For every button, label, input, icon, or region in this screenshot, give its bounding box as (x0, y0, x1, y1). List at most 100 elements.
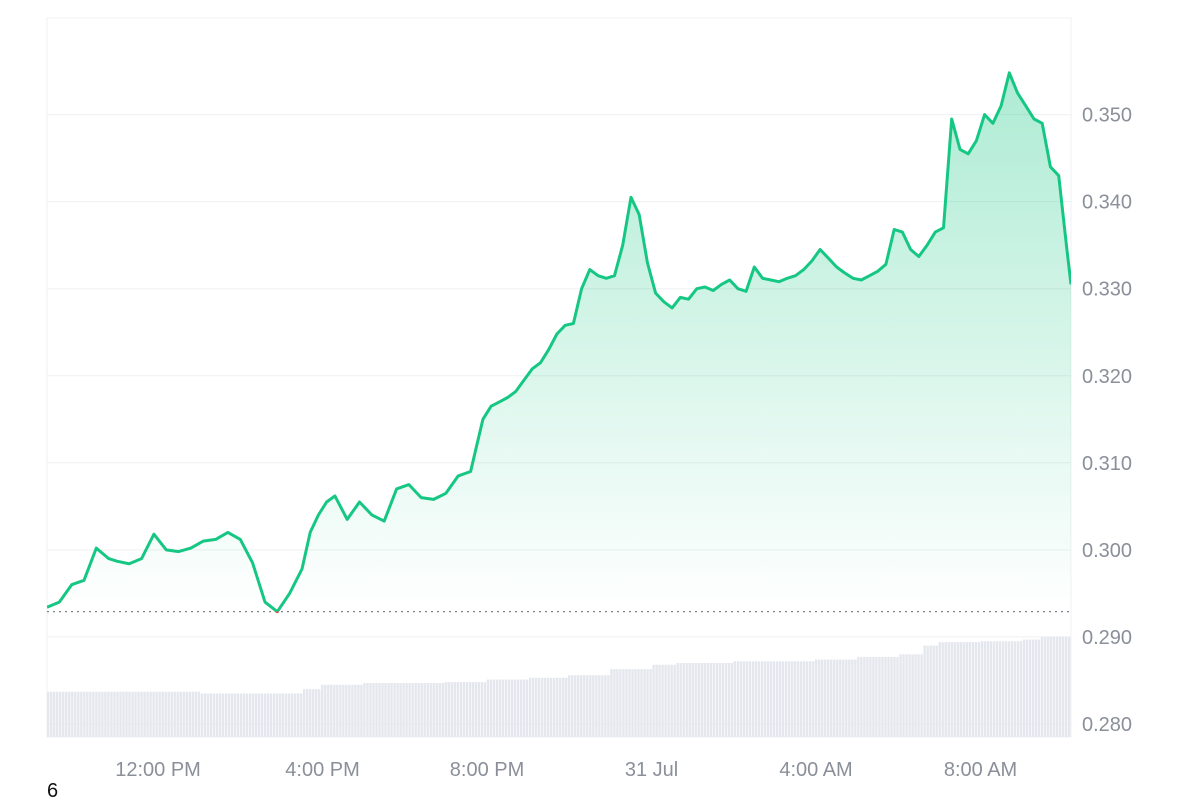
volume-bar (483, 682, 487, 737)
volume-bar (977, 642, 981, 737)
volume-bar (757, 661, 761, 737)
volume-bar (679, 663, 682, 737)
y-tick-label: 0.310 (1082, 453, 1132, 475)
volume-bar (552, 677, 556, 737)
volume-bar (775, 661, 779, 737)
volume-bar (938, 642, 941, 737)
volume-bar (185, 691, 188, 737)
volume-bar (625, 669, 628, 737)
volume-bar (824, 659, 827, 737)
volume-bar (848, 659, 851, 737)
volume-bar (534, 677, 538, 737)
volume-bar (119, 691, 122, 737)
volume-bar (815, 659, 818, 737)
volume-bar (851, 659, 854, 737)
volume-bar (965, 642, 968, 737)
volume-bar (1004, 641, 1008, 737)
volume-bar (101, 691, 104, 737)
volume-bar (664, 664, 667, 737)
volume-bar (821, 659, 824, 737)
volume-bar (354, 684, 357, 737)
volume-bar (818, 659, 821, 737)
volume-bar (546, 677, 550, 737)
volume-bar (962, 642, 965, 737)
volume-bar (378, 683, 381, 737)
volume-bar (1067, 636, 1071, 737)
volume-bar (278, 693, 282, 737)
volume-bar (799, 661, 803, 737)
volume-bar (318, 689, 321, 737)
volume-bar (206, 693, 210, 737)
volume-bar (327, 684, 330, 737)
volume-bar (495, 679, 499, 737)
volume-bar (471, 682, 475, 737)
volume-bar (245, 693, 249, 737)
volume-bar (1061, 636, 1065, 737)
volume-bar (836, 659, 839, 737)
volume-bar (315, 689, 318, 737)
volume-bar (555, 677, 559, 737)
volume-bar (182, 691, 185, 737)
price-area-fill (47, 72, 1071, 612)
volume-bar (682, 663, 685, 737)
volume-bar (152, 691, 155, 737)
volume-bar (131, 691, 134, 737)
volume-bar (1046, 636, 1050, 737)
volume-bar (781, 661, 785, 737)
volume-bar (721, 663, 725, 737)
volume-bar (583, 675, 586, 737)
volume-bar (592, 675, 595, 737)
volume-bar (902, 654, 905, 737)
volume-bar (531, 677, 535, 737)
volume-bar (884, 656, 887, 737)
volume-bar (212, 693, 216, 737)
volume-bar (459, 682, 463, 737)
volume-bar (1049, 636, 1053, 737)
volume-bar (905, 654, 908, 737)
volume-bar (116, 691, 119, 737)
volume-bar (405, 683, 408, 737)
x-axis-ticks: 12:00 PM 4:00 PM 8:00 PM 31 Jul 4:00 AM 8:00 … (115, 759, 1017, 781)
y-tick-label: 0.280 (1082, 714, 1132, 736)
volume-bar (649, 669, 652, 737)
volume-bar (986, 641, 990, 737)
volume-bar (790, 661, 794, 737)
volume-bar (1019, 641, 1023, 737)
volume-bar (468, 682, 472, 737)
volume-bar (269, 693, 273, 737)
volume-bar (215, 693, 219, 737)
volume-bar (772, 661, 776, 737)
volume-bar (595, 675, 598, 737)
volume-bar (53, 691, 56, 737)
volume-bar (501, 679, 505, 737)
volume-bar (968, 642, 972, 737)
volume-bar (631, 669, 634, 737)
volume-bar (808, 661, 812, 737)
volume-bar (878, 656, 881, 737)
volume-bar (655, 664, 658, 737)
volume-bar (363, 683, 366, 737)
volume-bar (890, 656, 893, 737)
y-tick-label: 0.320 (1082, 366, 1132, 388)
volume-bar (953, 642, 956, 737)
volume-bar (441, 683, 444, 737)
volume-bar (287, 693, 291, 737)
volume-bar (754, 661, 758, 737)
volume-bar (640, 669, 643, 737)
volume-bar (299, 693, 303, 737)
volume-bar (727, 663, 731, 737)
y-tick-label: 0.300 (1082, 540, 1132, 562)
volume-bar (492, 679, 496, 737)
volume-bar (62, 691, 65, 737)
price-line-above (47, 71, 1071, 612)
volume-bar (652, 664, 655, 737)
volume-bar (670, 664, 673, 737)
volume-bar (306, 689, 309, 737)
volume-bar (944, 642, 947, 737)
volume-bar (601, 675, 604, 737)
volume-bar (736, 661, 740, 737)
volume-bar (842, 659, 845, 737)
volume-bar (763, 661, 767, 737)
volume-bar (203, 693, 207, 737)
